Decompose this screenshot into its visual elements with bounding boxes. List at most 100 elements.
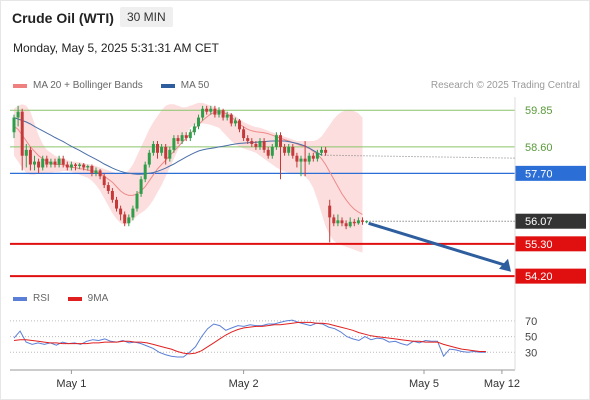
legend-rsi: RSI [13,293,50,304]
candle-body [229,114,233,124]
candle-body [307,155,311,162]
candle-body [336,220,340,224]
candle-body [188,132,192,139]
candle-body [28,149,32,165]
candle-body [320,149,323,153]
candle-body [180,135,184,142]
candle-body [147,152,151,165]
rsi-panel: 30 50 70 [10,316,537,359]
candle-body [160,146,164,153]
candle-body [213,108,217,115]
candle-body [279,135,282,147]
rsi-level-label-70: 70 [525,316,537,328]
candle-body [24,149,28,156]
candle-body [127,217,131,224]
candle-body [340,220,344,224]
legend-9ma: 9MA [67,293,109,304]
ma50-extension [321,154,516,159]
legend-9ma-label: 9MA [87,293,109,304]
forecast-arrow-head [499,258,511,272]
time-label-may-1: May 1 [56,378,86,390]
candle-body [217,110,221,115]
candle-body [164,146,168,159]
candle-body [192,126,196,133]
instrument-title: Crude Oil (WTI) [12,10,114,26]
price-tag-59.85: 59.85 [525,105,553,117]
candle-body [98,170,102,177]
timeframe-badge[interactable]: 30 MIN [120,7,173,27]
candle-body [176,138,180,142]
candle-body [205,108,209,112]
candle-body [361,220,364,222]
candle-body [86,166,90,168]
candle-body [172,138,176,150]
candle-body [45,158,49,165]
candle-body [78,164,82,167]
candle-body [295,155,299,162]
price-tag-55.30: 55.30 [525,239,553,251]
time-axis: May 1 May 2 May 5 May 12 [10,97,520,390]
candle-body [348,221,352,227]
candle-body [246,138,250,142]
legend-ma50-label: MA 50 [180,80,210,91]
candle-body [356,220,360,224]
candle-body [291,146,295,156]
candle-body [274,135,278,147]
candle-body [143,164,147,180]
candle-body [65,164,69,168]
ma50-line [13,117,322,175]
candle-body [262,141,266,150]
candle-body [90,166,94,174]
candle-body [139,179,143,194]
legend-9ma-swatch [67,296,82,301]
price-tags-layer: 59.85 58.60 57.70 56.07 55.30 54.20 [515,105,586,284]
time-label-may-2: May 2 [229,378,259,390]
candle-body [184,135,188,139]
price-tag-bg-54.20 [515,268,586,284]
candle-body [106,185,110,191]
rsi-9ma-line [13,321,486,355]
price-levels-layer [10,109,515,278]
forecast-arrow-shaft [368,221,508,268]
candle-body [201,108,205,118]
price-tag-56.07: 56.07 [525,216,553,228]
candle-body [119,208,123,215]
candle-body [33,161,36,165]
candle-body [69,164,73,168]
legend-ma20-swatch [13,83,27,88]
candle-body [299,158,303,162]
price-tag-bg-56.07 [515,213,586,229]
candle-body [151,143,155,153]
candle-body [283,146,287,153]
candle-body [225,114,229,118]
candle-body [324,149,328,153]
candle-body [53,161,57,165]
price-tag-bg-55.30 [515,236,586,252]
research-credit: Research © 2025 Trading Central [430,80,580,91]
candle-body [74,164,77,167]
candle-body [352,221,356,224]
candle-body [233,120,237,124]
candle-body [41,158,45,168]
candle-body [102,176,106,186]
candle-body [57,158,61,165]
forecast-arrow-layer [368,221,511,272]
candle-body [238,120,241,130]
candle-body [332,217,336,224]
time-label-may-12: May 12 [484,378,520,390]
candle-body [156,143,159,153]
candle-body [61,158,65,165]
candle-body [49,161,53,165]
price-tag-58.60: 58.60 [525,142,553,154]
moving-averages-layer [13,111,516,215]
candle-body [258,141,262,147]
legend-rsi-swatch [13,296,27,301]
candle-body [197,117,200,127]
legend-ma50: MA 50 [160,80,210,91]
legend-ma20: MA 20 + Bollinger Bands [13,80,143,91]
price-legend: MA 20 + Bollinger Bands MA 50 [13,80,227,91]
candle-body [16,111,20,118]
candle-body [365,221,369,223]
candles-layer [12,105,369,243]
